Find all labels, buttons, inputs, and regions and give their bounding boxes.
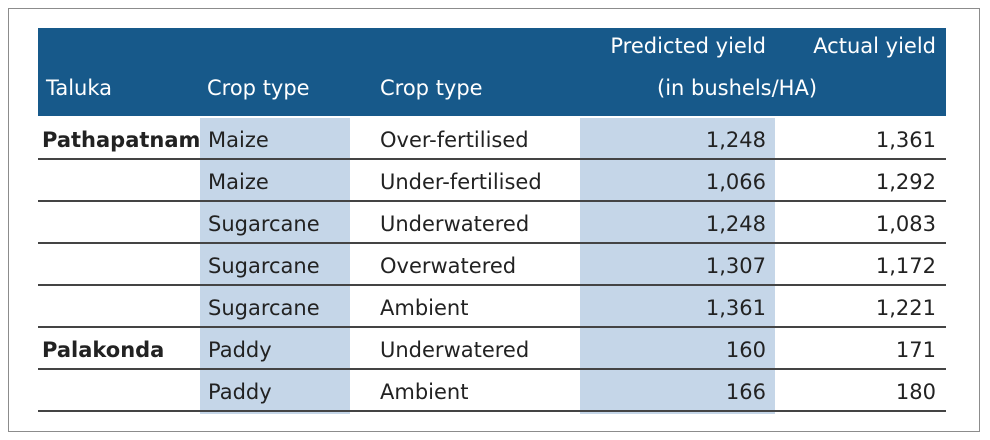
predicted-cell: 1,066 [705,170,766,194]
crop-cell: Sugarcane [208,296,320,320]
crop-cell: Paddy [208,380,272,404]
predicted-cell: 166 [725,380,766,404]
header-band [38,28,946,116]
row-line [38,242,946,244]
crop-cell: Sugarcane [208,212,320,236]
variant-cell: Underwatered [380,212,530,236]
predicted-cell: 1,361 [705,296,766,320]
variant-cell: Over-fertilised [380,128,529,152]
row-line [38,158,946,160]
row-line [38,410,946,412]
predicted-cell: 1,307 [705,254,766,278]
actual-cell: 1,292 [875,170,936,194]
crop-cell: Sugarcane [208,254,320,278]
predicted-cell: 1,248 [705,212,766,236]
frame [8,8,980,432]
row-line [38,326,946,328]
actual-cell: 180 [895,380,936,404]
taluka-cell: Pathapatnam [42,128,201,152]
header-unit: (in bushels/HA) [657,76,818,100]
actual-cell: 1,361 [875,128,936,152]
header-cell: Taluka [46,76,113,100]
header-cell: Predicted yield [610,34,766,58]
row-line [38,200,946,202]
row-line [38,284,946,286]
predicted-cell: 160 [725,338,766,362]
row-line [38,368,946,370]
actual-cell: 1,221 [875,296,936,320]
crop-cell: Maize [208,128,269,152]
actual-cell: 1,172 [875,254,936,278]
actual-cell: 1,083 [875,212,936,236]
crop-cell: Maize [208,170,269,194]
column-shade [580,118,775,414]
column-shade [200,118,350,414]
predicted-cell: 1,248 [705,128,766,152]
header-cell: Actual yield [813,34,936,58]
crop-cell: Paddy [208,338,272,362]
taluka-cell: Palakonda [42,338,165,362]
variant-cell: Under-fertilised [380,170,542,194]
variant-cell: Ambient [380,296,469,320]
actual-cell: 171 [895,338,936,362]
variant-cell: Overwatered [380,254,517,278]
variant-cell: Ambient [380,380,469,404]
variant-cell: Underwatered [380,338,530,362]
header-cell: Crop type [207,76,310,100]
header-cell: Crop type [380,76,483,100]
